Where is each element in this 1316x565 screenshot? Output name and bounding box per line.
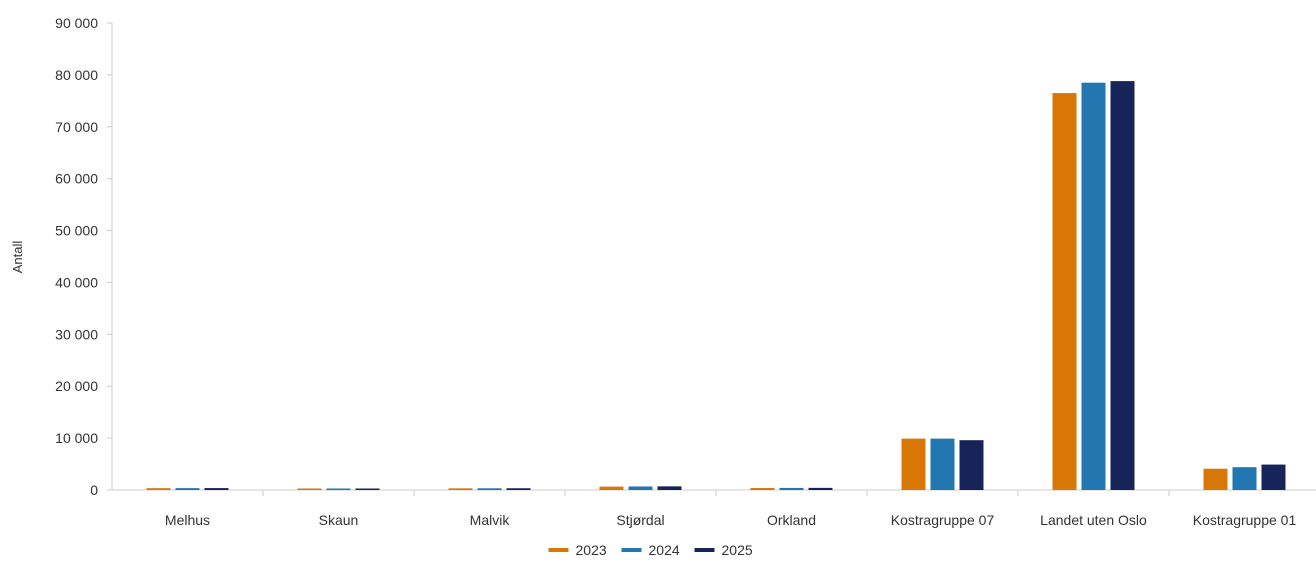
legend-label[interactable]: 2023 — [576, 542, 607, 558]
bar-2024-kostragruppe-07[interactable] — [930, 438, 955, 490]
bar-2025-kostragruppe-07[interactable] — [959, 440, 984, 490]
y-tick-label: 50 000 — [55, 223, 98, 239]
bar-2025-landet-uten-oslo[interactable] — [1110, 81, 1135, 491]
y-tick-label: 70 000 — [55, 119, 98, 135]
bar-2024-malvik[interactable] — [477, 488, 502, 490]
x-category-label: Landet uten Oslo — [1040, 512, 1147, 528]
y-tick-label: 0 — [90, 482, 98, 498]
bar-2024-landet-uten-oslo[interactable] — [1081, 82, 1106, 490]
bar-2023-kostragruppe-07[interactable] — [901, 438, 926, 490]
x-category-label: Orkland — [767, 512, 816, 528]
bar-2023-landet-uten-oslo[interactable] — [1052, 93, 1077, 491]
bar-2025-malvik[interactable] — [506, 488, 531, 490]
x-category-label: Skaun — [319, 512, 359, 528]
legend-label[interactable]: 2024 — [649, 542, 680, 558]
legend-label[interactable]: 2025 — [722, 542, 753, 558]
bar-2023-malvik[interactable] — [448, 488, 473, 490]
y-tick-label: 30 000 — [55, 326, 98, 342]
bars — [146, 81, 1286, 491]
axes: 0 10 000 20 000 30 000 40 000 50 000 60 000 70 … — [55, 15, 1316, 528]
bar-2024-skaun[interactable] — [326, 488, 351, 491]
y-tick-label: 40 000 — [55, 274, 98, 290]
y-axis-title: Antall — [10, 241, 25, 274]
bar-2023-orkland[interactable] — [750, 488, 775, 490]
bar-2023-stjørdal[interactable] — [599, 486, 624, 490]
x-category-label: Malvik — [470, 512, 511, 528]
x-category-label: Stjørdal — [616, 512, 664, 528]
y-tick-label: 80 000 — [55, 67, 98, 83]
bar-2023-melhus[interactable] — [146, 488, 171, 490]
y-tick-label: 90 000 — [55, 15, 98, 31]
x-category-label: Kostragruppe 01 — [1193, 512, 1297, 528]
legend: 2023 2024 2025 — [548, 542, 753, 558]
bar-2024-stjørdal[interactable] — [628, 486, 653, 490]
bar-2023-skaun[interactable] — [297, 488, 322, 491]
bar-2025-orkland[interactable] — [808, 487, 833, 490]
y-tick-label: 20 000 — [55, 378, 98, 394]
x-category-label: Kostragruppe 07 — [891, 512, 995, 528]
bar-2024-orkland[interactable] — [779, 487, 804, 490]
bar-2024-kostragruppe-01[interactable] — [1232, 467, 1257, 490]
bar-2025-melhus[interactable] — [204, 488, 229, 490]
bar-2025-stjørdal[interactable] — [657, 486, 682, 490]
x-category-label: Melhus — [165, 512, 210, 528]
y-tick-label: 60 000 — [55, 171, 98, 187]
bar-2025-skaun[interactable] — [355, 488, 380, 491]
y-tick-label: 10 000 — [55, 430, 98, 446]
bar-2024-melhus[interactable] — [175, 488, 200, 490]
bar-2025-kostragruppe-01[interactable] — [1261, 464, 1286, 490]
bar-2023-kostragruppe-01[interactable] — [1203, 468, 1228, 490]
